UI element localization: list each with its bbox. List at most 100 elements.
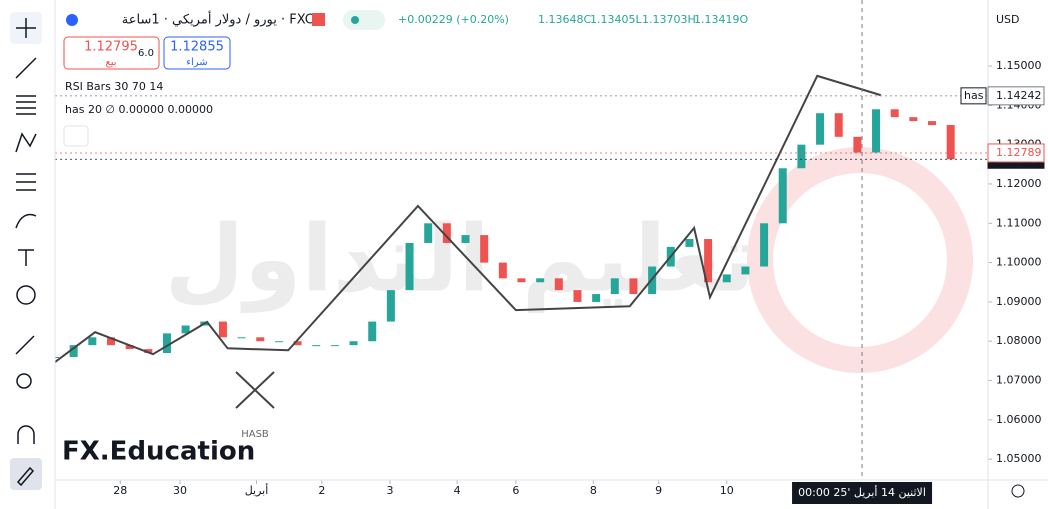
emoji-tool[interactable] — [16, 285, 36, 305]
candle — [517, 278, 526, 283]
collapse-button[interactable] — [63, 125, 89, 147]
candle — [946, 125, 955, 160]
candle — [834, 113, 843, 137]
x-tick-label: 6 — [512, 484, 519, 497]
candle — [890, 109, 899, 118]
y-tick-label: 1.12000 — [996, 177, 1042, 190]
change: +0.00229 (+0.20%) — [398, 13, 509, 26]
candle — [554, 278, 563, 291]
indicator: has 20 ∅ 0.00000 0.00000 — [65, 103, 213, 116]
status-flag — [312, 13, 325, 26]
candle — [909, 117, 918, 122]
candle — [181, 325, 190, 334]
candle — [853, 136, 862, 153]
candle — [349, 341, 358, 346]
candle — [274, 341, 283, 343]
y-tick-label: 1.05000 — [996, 452, 1042, 465]
indicator: RSI Bars 30 70 14 — [65, 80, 163, 93]
y-tick-label: 1.07000 — [996, 374, 1042, 387]
candle — [722, 274, 731, 283]
text-tool[interactable] — [18, 249, 34, 266]
zoom-tool[interactable] — [16, 373, 32, 389]
candle — [629, 278, 638, 295]
candle — [386, 290, 395, 322]
candle — [218, 321, 227, 338]
candle — [741, 266, 750, 275]
zigzag — [54, 74, 881, 363]
line-tool[interactable] — [15, 57, 37, 79]
lock-bg[interactable] — [10, 458, 42, 490]
x-tick-label: 10 — [720, 484, 734, 497]
candle — [461, 235, 470, 243]
y-tick-label: 1.15000 — [996, 59, 1042, 72]
crosshair-tool[interactable] — [16, 18, 36, 38]
spread: 6.0 — [138, 48, 154, 59]
candle — [760, 223, 769, 267]
y-tick-label: 1.06000 — [996, 413, 1042, 426]
x-tick-label: 9 — [655, 484, 662, 497]
ohlc-value: 1.13648C — [538, 13, 591, 26]
candle — [778, 168, 787, 224]
price-label: 1.14242 — [996, 89, 1042, 102]
x-marker — [235, 371, 275, 409]
candle — [685, 239, 694, 247]
candle — [610, 278, 619, 295]
sell-price: 1.12795 — [84, 40, 138, 55]
x-tick-label: 2 — [318, 484, 325, 497]
buy-button[interactable] — [163, 36, 231, 70]
lock-tool[interactable] — [16, 466, 35, 487]
x-tick-label: 3 — [386, 484, 393, 497]
symbol-icon — [66, 14, 78, 26]
currency[interactable]: USD — [996, 13, 1020, 26]
candle — [797, 144, 806, 169]
settings-icon[interactable] — [1011, 484, 1025, 498]
candle — [256, 337, 265, 342]
status-pill — [343, 10, 385, 30]
candle — [872, 109, 881, 153]
brand: FX.Education — [62, 437, 255, 467]
buy-label: شراء — [186, 57, 207, 68]
status-dot — [351, 16, 359, 24]
price-label-bg — [987, 143, 1045, 163]
price-label: 1.12789 — [996, 146, 1042, 159]
magnet-tool[interactable] — [17, 425, 35, 444]
pattern-tool[interactable] — [15, 132, 37, 153]
brush-tool[interactable] — [15, 213, 37, 229]
symbol-title: يورو / دولار أمريكي · 1ساعة · FXCM — [122, 11, 325, 28]
logo — [747, 147, 973, 373]
buy-price: 1.12855 — [170, 40, 224, 55]
candle — [312, 345, 321, 347]
x-tick-label: 30 — [173, 484, 187, 497]
candle — [88, 337, 97, 346]
y-tick-label: 1.09000 — [996, 295, 1042, 308]
candle — [704, 239, 713, 283]
x-tick-label: 8 — [590, 484, 597, 497]
candle — [573, 290, 582, 302]
projection-tool[interactable] — [16, 173, 36, 191]
candle — [498, 262, 507, 279]
y-tick-label: 1.10000 — [996, 256, 1042, 269]
marker-label: HASB — [241, 429, 269, 440]
candle — [237, 337, 246, 339]
x-tick-label: 4 — [454, 484, 461, 497]
candle — [480, 235, 489, 263]
candle — [293, 341, 302, 346]
sell-button[interactable] — [63, 36, 160, 70]
candle — [144, 349, 153, 354]
candle — [330, 345, 339, 347]
ohlc-value: 1.13703H — [642, 13, 696, 26]
watermark-text: تعليم التداول — [164, 205, 755, 313]
sell-label: بيع — [105, 57, 116, 68]
ruler-tool[interactable] — [15, 335, 35, 355]
candle — [424, 223, 433, 243]
candle — [69, 345, 78, 357]
fib-tool[interactable] — [16, 95, 36, 115]
candle — [442, 223, 451, 243]
ohlc-value: 1.13419O — [694, 13, 748, 26]
crosshair-label-bg — [792, 482, 933, 504]
y-tick-label: 1.08000 — [996, 334, 1042, 347]
candle — [125, 345, 134, 350]
candle — [592, 294, 601, 302]
x-tick-label: 28 — [113, 484, 127, 497]
